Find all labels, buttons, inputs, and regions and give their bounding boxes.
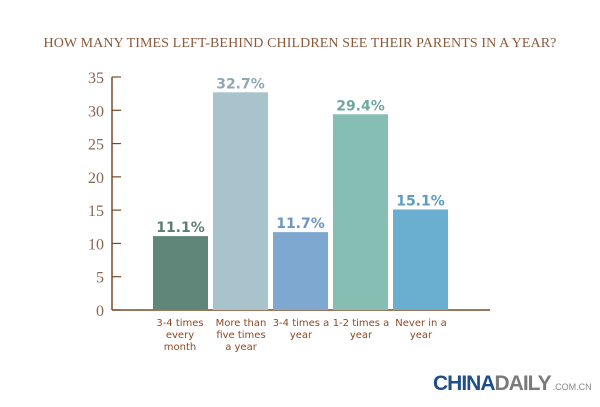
data-label: 29.4% [336, 98, 385, 114]
data-label: 11.1% [156, 220, 205, 236]
data-label: 11.7% [276, 216, 325, 232]
y-tick-label: 15 [88, 203, 104, 220]
x-tick-label: 3-4 times a year [272, 318, 330, 341]
logo-main: CHINA [433, 372, 495, 395]
logo-accent: DAILY [494, 372, 552, 395]
logo-sub: .COM.CN [552, 382, 592, 392]
x-tick-label: 1-2 times a year [332, 318, 390, 341]
bar [393, 209, 448, 310]
bar [153, 236, 208, 310]
data-label: 15.1% [396, 193, 445, 209]
chinadaily-logo: CHINADAILY .COM.CN [433, 372, 592, 396]
y-tick-label: 0 [96, 303, 104, 320]
chart-title: HOW MANY TIMES LEFT-BEHIND CHILDREN SEE … [43, 36, 557, 51]
y-tick-label: 5 [96, 270, 104, 287]
x-tick-label: Never in a year [395, 318, 447, 341]
bar [213, 92, 268, 310]
x-tick-label: 3-4 times every month [156, 318, 204, 353]
y-tick-label: 20 [88, 170, 104, 187]
x-tick-label: More than five times a year [215, 318, 267, 353]
y-tick-label: 30 [88, 103, 104, 120]
data-label: 32.7% [216, 76, 265, 92]
y-tick-label: 10 [88, 236, 104, 253]
y-tick-label: 25 [88, 137, 104, 154]
bar [333, 114, 388, 310]
y-tick-label: 35 [88, 70, 104, 87]
bar [273, 232, 328, 310]
